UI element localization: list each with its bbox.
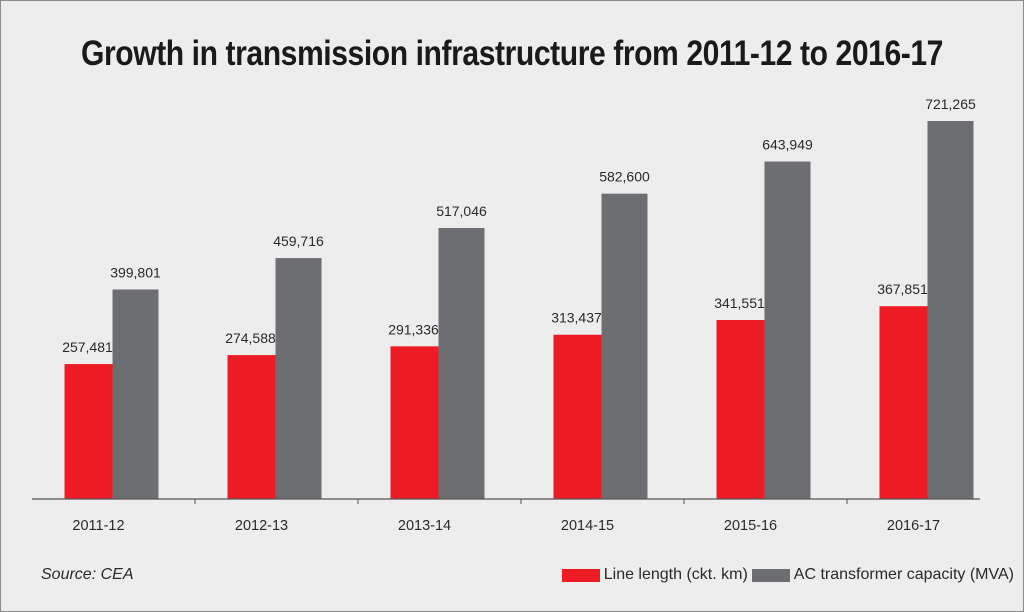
data-label: 274,588	[225, 330, 276, 346]
bar-line-length	[390, 346, 440, 499]
legend-label: Line length (ckt. km)	[603, 566, 748, 583]
legend-swatch-gray	[751, 568, 790, 582]
data-label: 257,481	[62, 339, 113, 355]
bar-line-length	[879, 306, 929, 499]
data-label: 367,851	[877, 281, 928, 297]
source-note: Source: CEA	[41, 566, 134, 583]
legend: Line length (ckt. km) AC transformer cap…	[558, 566, 1014, 584]
bar-transformer-capacity	[927, 121, 974, 499]
data-label: 721,265	[925, 96, 976, 112]
x-tick-label: 2011-12	[72, 518, 124, 534]
bar-line-length	[64, 364, 114, 499]
data-label: 582,600	[599, 169, 650, 185]
data-label: 459,716	[273, 233, 324, 249]
data-label: 291,336	[388, 321, 439, 337]
bar-line-length	[553, 334, 603, 499]
x-tick-label: 2015-16	[724, 518, 777, 534]
legend-item-line-length: Line length (ckt. km)	[561, 566, 748, 584]
bar-transformer-capacity	[275, 258, 322, 499]
data-label: 341,551	[714, 295, 765, 311]
legend-label: AC transformer capacity (MVA)	[793, 566, 1014, 583]
legend-swatch-red	[561, 568, 600, 582]
bar-transformer-capacity	[438, 228, 485, 500]
data-label: 517,046	[436, 203, 487, 219]
legend-item-transformer-capacity: AC transformer capacity (MVA)	[751, 566, 1014, 584]
chart-title: Growth in transmission infrastructure fr…	[80, 34, 943, 73]
bar-transformer-capacity	[601, 193, 648, 499]
data-label: 643,949	[762, 137, 813, 153]
bar-transformer-capacity	[112, 289, 159, 499]
data-label: 399,801	[110, 264, 161, 280]
x-tick-label: 2013-14	[398, 518, 451, 534]
x-tick-label: 2016-17	[887, 518, 940, 534]
bar-line-length	[227, 355, 277, 499]
x-tick-label: 2014-15	[561, 518, 614, 534]
bar-line-length	[716, 320, 766, 499]
bar-transformer-capacity	[764, 161, 811, 499]
x-tick-label: 2012-13	[235, 518, 288, 534]
data-label: 313,437	[551, 310, 602, 326]
